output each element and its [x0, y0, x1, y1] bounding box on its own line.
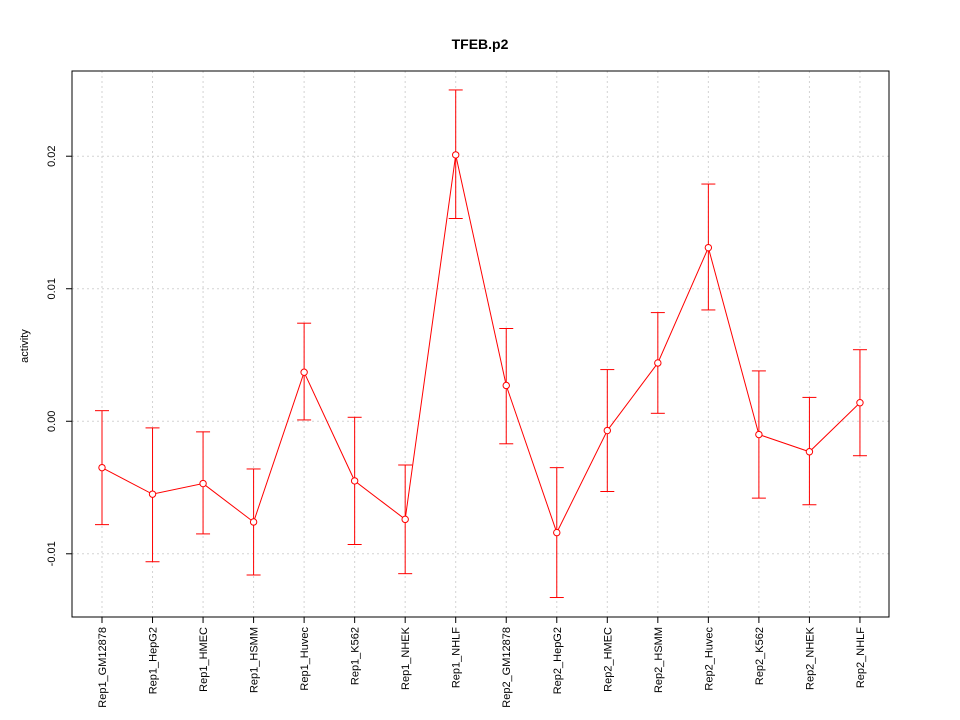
x-tick-label: Rep1_HepG2 — [148, 627, 160, 694]
x-tick-label: Rep2_NHLF — [855, 627, 867, 688]
data-point — [452, 151, 460, 159]
series-line — [101, 154, 861, 534]
data-point — [148, 490, 157, 498]
plot-frame — [71, 70, 890, 618]
data-point — [98, 463, 106, 472]
chart-title: TFEB.p2 — [452, 36, 509, 52]
x-tick-label: Rep1_Huvec — [299, 627, 311, 691]
data-point — [553, 528, 561, 537]
data-point — [805, 448, 814, 456]
x-tick-label: Rep2_HMEC — [602, 627, 614, 692]
data-point — [755, 430, 763, 439]
y-axis-label: activity — [19, 329, 31, 363]
x-tick-label: Rep2_HSMM — [653, 627, 665, 693]
y-tick-label: -0.01 — [46, 541, 58, 566]
data-point — [300, 368, 308, 376]
x-tick-label: Rep1_NHEK — [400, 626, 412, 690]
data-point — [199, 479, 207, 488]
data-point — [502, 381, 510, 390]
y-tick-label: 0.01 — [46, 278, 58, 299]
x-tick-label: Rep1_HMEC — [198, 627, 210, 692]
x-tick-label: Rep1_NHLF — [451, 627, 463, 688]
x-tick-label: Rep2_NHEK — [804, 626, 816, 690]
x-tick-label: Rep1_K562 — [350, 627, 362, 685]
x-tick-label: Rep1_GM12878 — [97, 627, 109, 708]
data-point — [603, 426, 611, 435]
series — [95, 89, 867, 599]
data-point — [856, 399, 864, 407]
x-tick-label: Rep2_Huvec — [703, 627, 715, 691]
y-tick-label: 0.02 — [46, 146, 58, 167]
x-tick-label: Rep1_HSMM — [249, 627, 261, 693]
data-point — [654, 359, 662, 367]
y-tick-label: 0.00 — [46, 411, 58, 432]
x-tick-label: Rep2_K562 — [754, 627, 766, 685]
axis-ticks: -0.01 0.00 0.01 0.02 Rep1_GM12878 Rep1_HepG2 R… — [46, 146, 867, 708]
data-point — [704, 243, 713, 252]
x-tick-label: Rep2_GM12878 — [501, 627, 513, 708]
data-point — [249, 518, 258, 526]
grid — [72, 71, 889, 617]
data-point — [350, 477, 359, 485]
x-tick-label: Rep2_HepG2 — [552, 627, 564, 694]
data-point — [401, 515, 409, 524]
